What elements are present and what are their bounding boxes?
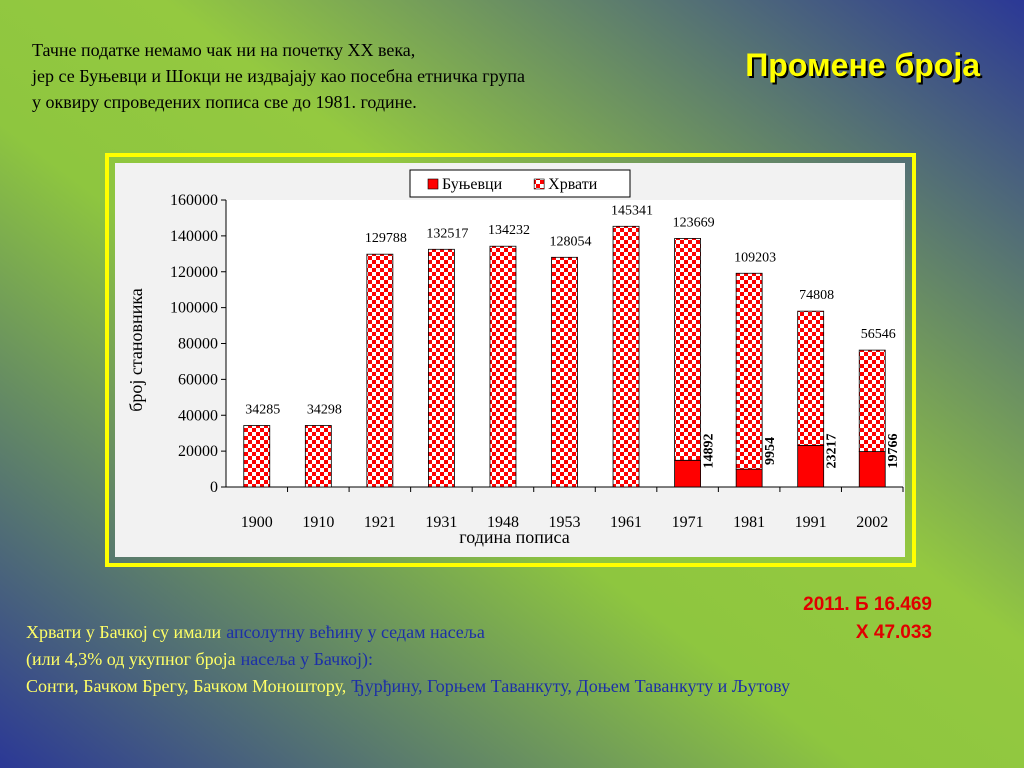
x-tick-label: 1971 bbox=[672, 514, 704, 531]
x-tick-label: 2002 bbox=[856, 514, 888, 531]
x-tick-label: 1991 bbox=[795, 514, 827, 531]
y-tick-label: 60000 bbox=[178, 371, 218, 388]
x-axis-title: година пописа bbox=[459, 527, 569, 547]
footer-text: Хрвати у Бачкој су имали bbox=[26, 622, 222, 642]
y-tick-label: 100000 bbox=[170, 300, 218, 317]
bar bbox=[366, 253, 394, 488]
y-axis-title: број становника bbox=[126, 288, 146, 412]
bar bbox=[858, 349, 886, 452]
legend bbox=[409, 169, 631, 198]
x-tick-label: 1948 bbox=[487, 514, 519, 531]
data-label: 19766 bbox=[886, 434, 901, 469]
bar bbox=[674, 459, 701, 488]
bar bbox=[858, 451, 886, 488]
y-tick-label: 160000 bbox=[170, 192, 218, 209]
y-tick-label: 120000 bbox=[170, 264, 218, 281]
bar bbox=[674, 238, 701, 461]
y-tick-label: 20000 bbox=[178, 443, 218, 460]
data-label: 145341 bbox=[611, 203, 653, 218]
x-tick-label: 1921 bbox=[364, 514, 396, 531]
legend-swatch bbox=[533, 178, 545, 190]
y-tick-label: 0 bbox=[210, 479, 218, 496]
footer-text: Ђурђину, Горњем Таванкуту, Доњем Таванку… bbox=[351, 676, 790, 696]
footer-text: Сонти, Бачком Брегу, Бачком Моноштору, bbox=[26, 676, 346, 696]
data-label: 34285 bbox=[245, 403, 280, 418]
title-shadow: Промене броја bbox=[747, 49, 982, 85]
y-tick-label: 40000 bbox=[178, 407, 218, 424]
bar bbox=[428, 248, 455, 488]
x-tick-label: 1953 bbox=[549, 514, 581, 531]
y-tick-label: 80000 bbox=[178, 336, 218, 353]
data-label: 132517 bbox=[426, 226, 468, 241]
intro-line: јер се Буњевци и Шокци не издвајају као … bbox=[31, 66, 525, 86]
data-label: 34298 bbox=[307, 402, 342, 417]
footer-text: насеља у Бачкој): bbox=[241, 649, 373, 670]
data-label: 56546 bbox=[861, 327, 896, 342]
bar bbox=[797, 444, 825, 488]
bar bbox=[612, 225, 640, 488]
intro-line: у оквиру спроведених пописа све до 1981.… bbox=[32, 92, 417, 112]
x-tick-label: 1961 bbox=[610, 514, 642, 531]
bar bbox=[304, 425, 332, 488]
bar bbox=[735, 468, 763, 488]
bar bbox=[735, 272, 763, 470]
data-label: 109203 bbox=[734, 250, 776, 265]
bar bbox=[489, 245, 517, 488]
legend-label: Хрвати bbox=[548, 176, 598, 193]
x-tick-label: 1931 bbox=[425, 514, 457, 531]
data-label: 14892 bbox=[702, 434, 717, 469]
x-tick-label: 1910 bbox=[302, 514, 334, 531]
bar bbox=[797, 310, 825, 446]
x-tick-label: 1900 bbox=[241, 514, 273, 531]
note: 2011. Б 16.469 bbox=[803, 594, 932, 615]
data-label: 129788 bbox=[365, 231, 407, 246]
y-tick-label: 140000 bbox=[170, 228, 218, 245]
x-tick-label: 1981 bbox=[733, 514, 765, 531]
intro-line: Тачне податке немамо чак ни на почетку X… bbox=[32, 40, 415, 60]
footer-line: Сонти, Бачком Брегу, Бачком Моноштору, Ђу… bbox=[26, 676, 790, 696]
bar bbox=[243, 425, 271, 488]
data-label: 74808 bbox=[799, 288, 834, 303]
y-axis-title-wrap: број становника bbox=[126, 288, 146, 412]
data-label: 128054 bbox=[550, 234, 592, 249]
footer-text: апсолутну већину у седам насеља bbox=[226, 622, 485, 642]
title: Промене броја bbox=[745, 47, 980, 83]
data-label: 9954 bbox=[763, 437, 778, 465]
legend-swatch bbox=[427, 178, 439, 190]
footer-line: (или 4,3% од укупног броја насеља у Бачко… bbox=[26, 649, 373, 670]
legend-label: Буњевци bbox=[442, 176, 503, 193]
footer-line: Хрвати у Бачкој су имали апсолутну већину… bbox=[26, 622, 485, 642]
bar bbox=[551, 256, 578, 488]
chart: 0 20000 40000 60000 80000 100000 120000 140000 1… bbox=[126, 169, 904, 547]
footer-text: (или 4,3% од укупног броја bbox=[26, 649, 236, 670]
chart-frame bbox=[105, 153, 916, 567]
data-label: 23217 bbox=[825, 434, 840, 469]
note: Х 47.033 bbox=[856, 622, 932, 643]
data-label: 123669 bbox=[673, 215, 715, 230]
data-label: 134232 bbox=[488, 223, 530, 238]
